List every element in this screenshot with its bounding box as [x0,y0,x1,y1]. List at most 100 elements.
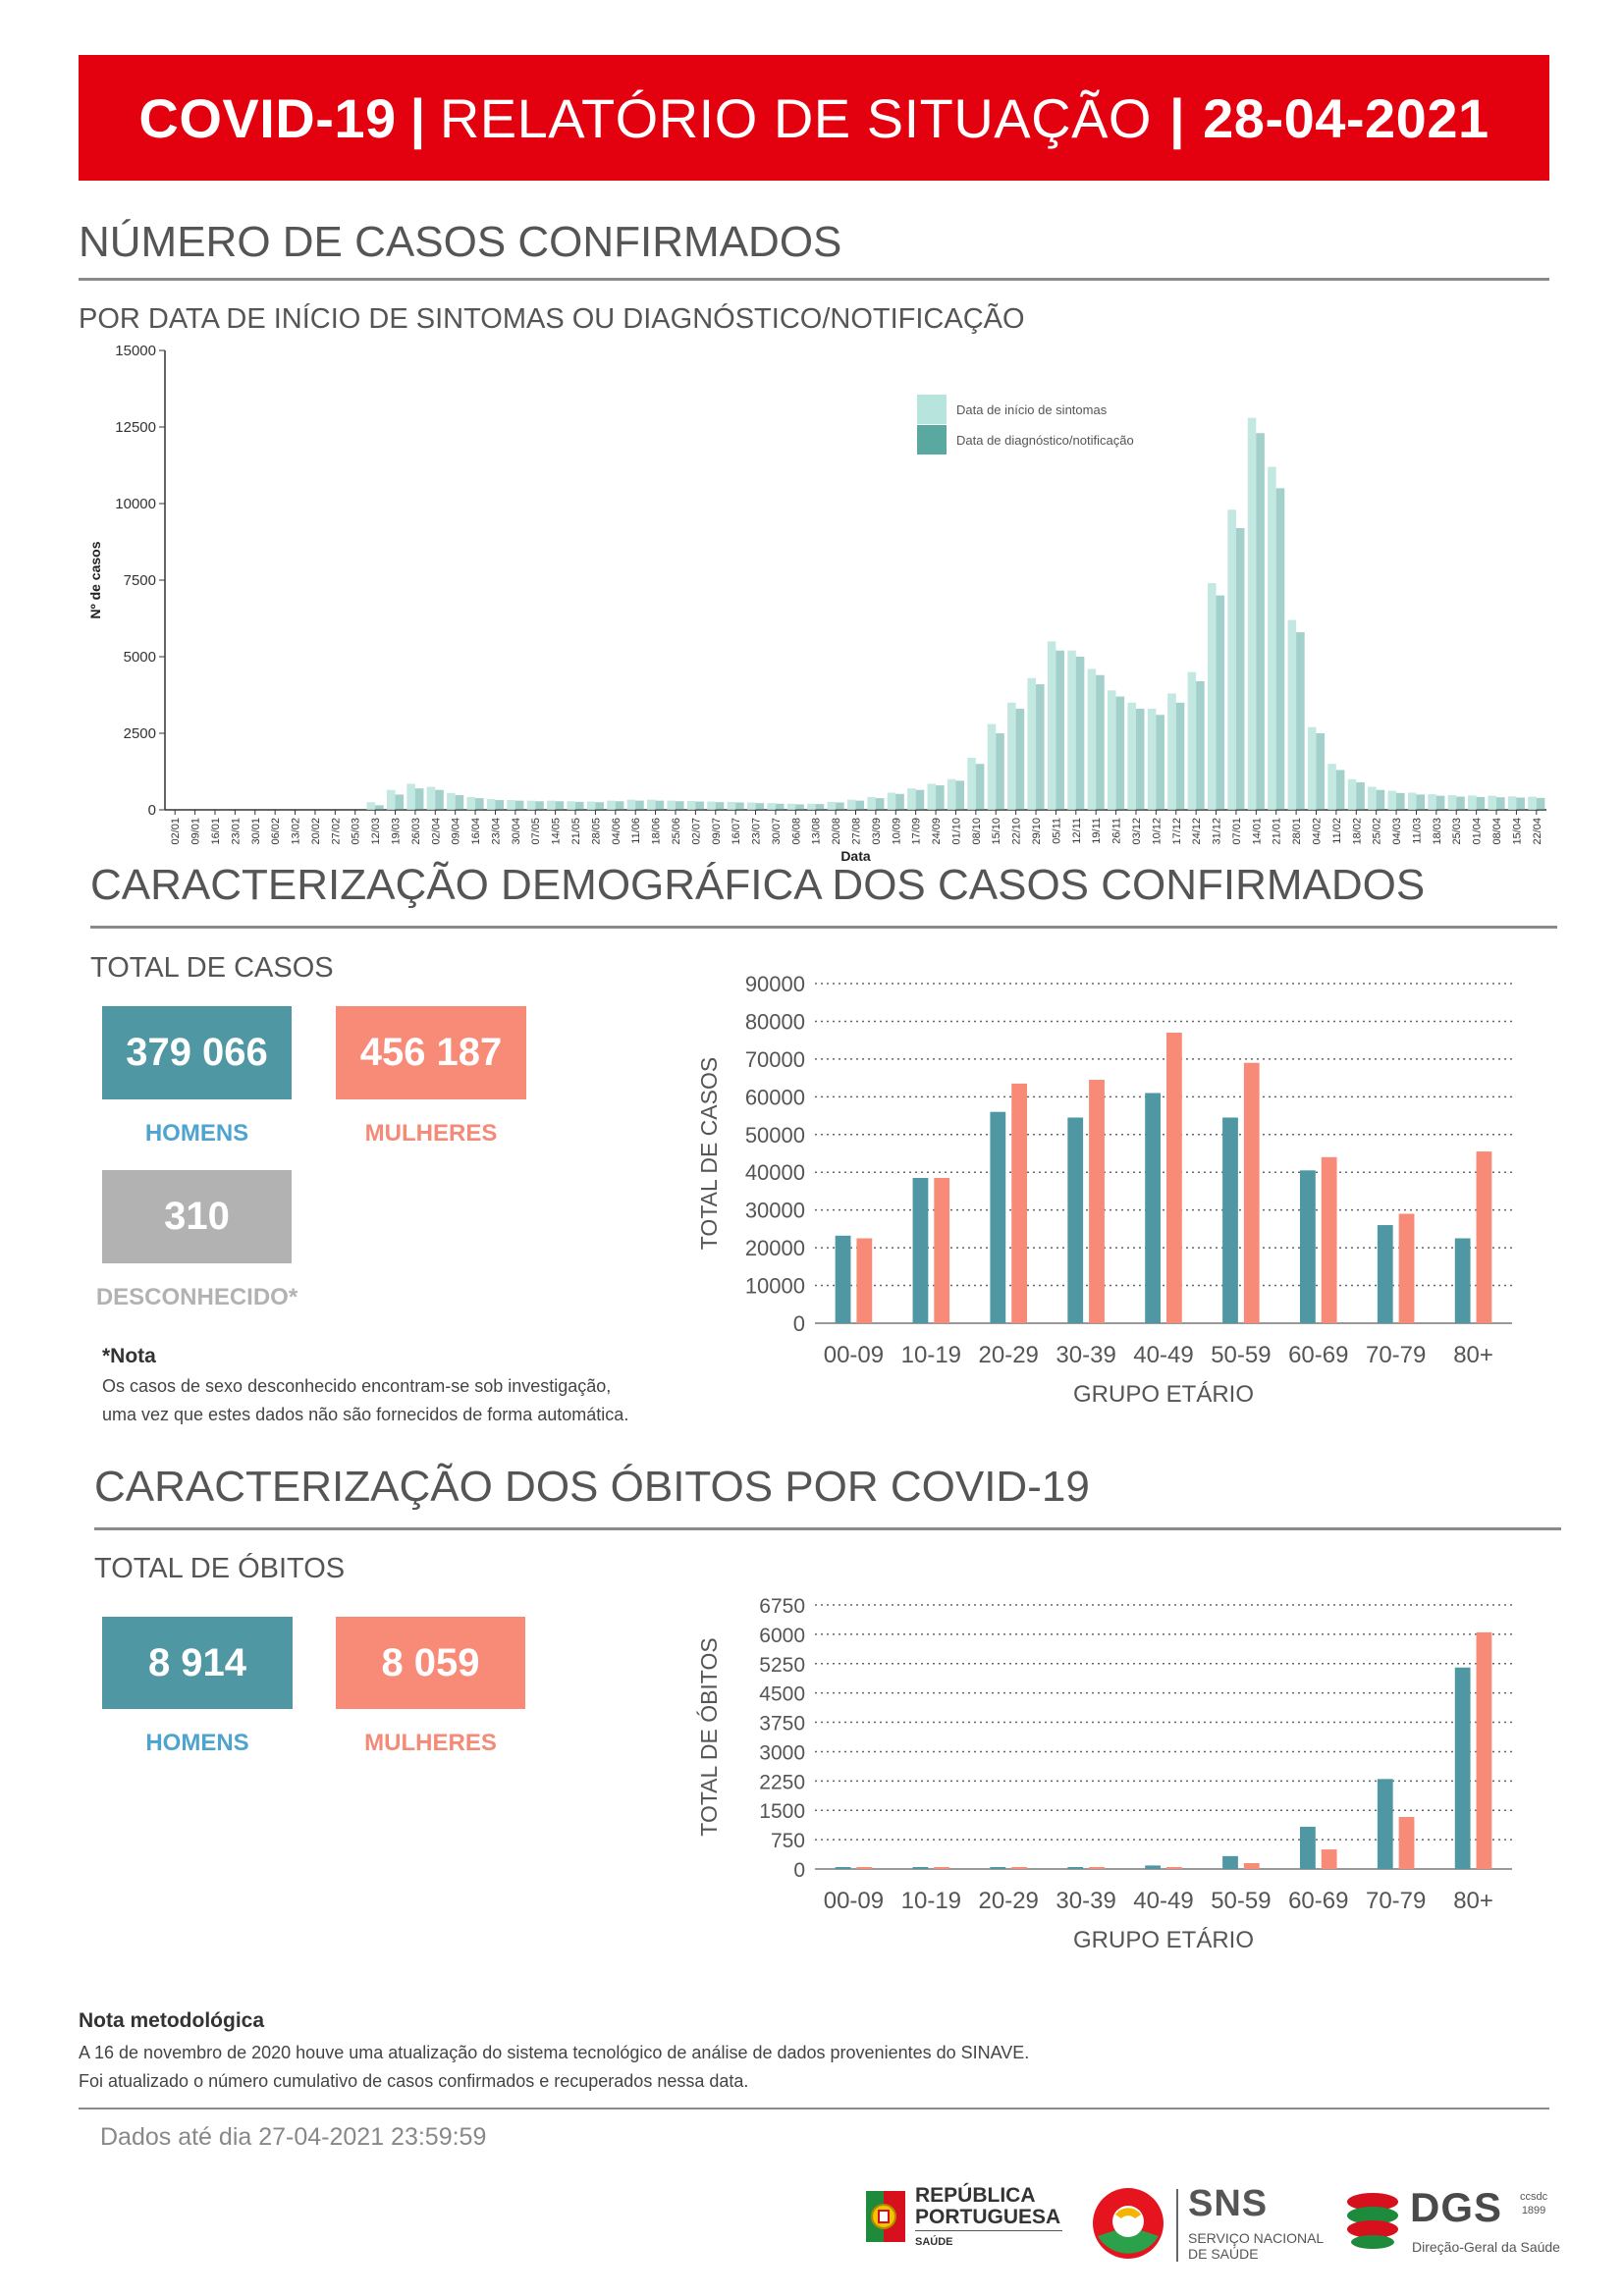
y-tick-label: 15000 [115,343,156,359]
cases-bar [1108,690,1116,810]
cases-bar [1275,488,1285,810]
cases-bar [875,798,885,810]
y-tick-label: 10000 [115,496,156,512]
cases-bar [1235,527,1245,810]
men-bar [1145,1093,1161,1323]
men-bar [835,1867,851,1869]
total-deaths-label: TOTAL DE ÓBITOS [94,1553,346,1584]
section-title-demographics: CARACTERIZAÇÃO DEMOGRÁFICA DOS CASOS CON… [90,861,1426,909]
men-bar [912,1867,929,1869]
cases-bar [414,788,424,810]
cases-bar [855,800,865,810]
daily-cases-chart: 0 2500 5000 7500 10000 12500 15000 Nº de casos 0… [87,343,1546,864]
women-deaths-box: 8 059 [336,1617,525,1709]
cases-bar [1456,796,1465,810]
x-tick-label: 17/12 [1171,818,1183,845]
cases-bar [1396,792,1405,810]
cases-bar [1027,677,1037,810]
y-tick-label: 30000 [745,1199,805,1223]
women-bar [1476,1151,1492,1323]
cases-bar [1435,795,1445,810]
cases-bar [1416,794,1426,810]
x-axis-label: GRUPO ETÁRIO [1073,1927,1254,1953]
x-tick-label: 09/01 [190,818,202,845]
x-tick-label: 04/06 [611,818,623,845]
men-bar [1300,1170,1316,1323]
women-cases-box: 456 187 [336,1006,526,1099]
cases-bar [1087,668,1097,810]
x-tick-label: 18/03 [1432,818,1443,845]
x-tick-label: 50-59 [1211,1342,1271,1368]
cases-bar [535,801,544,810]
cases-bar [1387,790,1397,810]
y-tick-label: 0 [793,1859,805,1882]
x-tick-label: 08/10 [971,818,983,845]
y-axis-label: TOTAL DE ÓBITOS [696,1637,722,1836]
cases-bar [1356,781,1365,810]
x-tick-label: 30-39 [1056,1888,1115,1914]
x-tick-label: 80+ [1453,1888,1493,1914]
cases-bar [1187,671,1197,810]
x-tick-label: 25/03 [1451,818,1463,845]
y-axis-label: TOTAL DE CASOS [696,1057,722,1250]
cases-bar [386,789,396,810]
cases-bar [775,803,785,810]
cases-bar [1096,674,1105,810]
x-tick-label: 04/03 [1391,818,1403,845]
section-subtitle-cases: POR DATA DE INÍCIO DE SINTOMAS OU DIAGNÓ… [79,303,1025,335]
y-tick-label: 5250 [759,1654,805,1677]
data-until-text: Dados até dia 27-04-2021 23:59:59 [100,2123,487,2151]
cases-bar [1216,595,1225,810]
cases-by-age-chart: 0 10000 20000 30000 40000 50000 60000 70000 8000… [696,972,1512,1408]
cases-bar [1207,583,1217,810]
women-bar [1398,1816,1415,1869]
cases-bar [526,800,536,810]
cases-bar [595,802,604,810]
cases-bar [507,800,515,810]
cases-bar [795,804,804,810]
methodology-text: A 16 de novembro de 2020 houve uma atual… [79,2039,1029,2096]
cases-bar [936,785,945,810]
women-deaths-value: 8 059 [381,1640,480,1684]
x-tick-label: 11/06 [630,818,642,844]
women-bar [934,1867,950,1869]
x-tick-label: 19/03 [391,818,403,845]
cases-bar [815,804,825,810]
x-tick-label: 50-59 [1211,1888,1271,1914]
cases-bar [626,799,636,810]
cases-bar [907,788,916,810]
y-tick-label: 7500 [124,572,156,589]
cases-bar [1536,797,1545,810]
cases-bar [1036,684,1045,810]
unknown-note-title: *Nota [102,1345,156,1367]
logo-text: SAÚDE [915,2236,953,2248]
cases-bar [1296,632,1305,810]
x-tick-label: 11/02 [1331,818,1343,844]
cases-bar [786,803,796,810]
unknown-cases-label: DESCONHECIDO* [95,1284,298,1310]
x-tick-label: 11/03 [1411,818,1423,844]
cases-bar [635,800,644,810]
women-bar [1089,1080,1105,1323]
y-tick-label: 80000 [745,1009,805,1034]
cases-bar [366,802,376,810]
x-tick-label: 27/02 [330,818,342,845]
cases-bar [807,803,816,810]
men-bar [835,1235,851,1323]
methodology-line: Foi atualizado o número cumulativo de ca… [79,2071,749,2091]
x-tick-label: 09/07 [711,818,723,845]
x-tick-label: 00-09 [824,1888,884,1914]
cases-bar [1407,792,1417,810]
women-bar [1398,1213,1415,1323]
logo-text: 1899 [1521,2205,1546,2216]
x-tick-label: 06/08 [790,818,802,845]
y-tick-label: 60000 [745,1085,805,1109]
cases-bar [615,801,624,810]
deaths-by-age-chart: 0 750 1500 2250 3000 3750 4500 5250 6000 6750 00-0… [696,1595,1512,1953]
cases-bar [1167,693,1176,810]
x-tick-label: 05/03 [351,818,362,845]
men-bar [1067,1867,1084,1869]
x-tick-label: 10/09 [891,818,902,845]
x-tick-label: 20-29 [979,1342,1039,1368]
logo-text: DGS [1410,2184,1503,2230]
